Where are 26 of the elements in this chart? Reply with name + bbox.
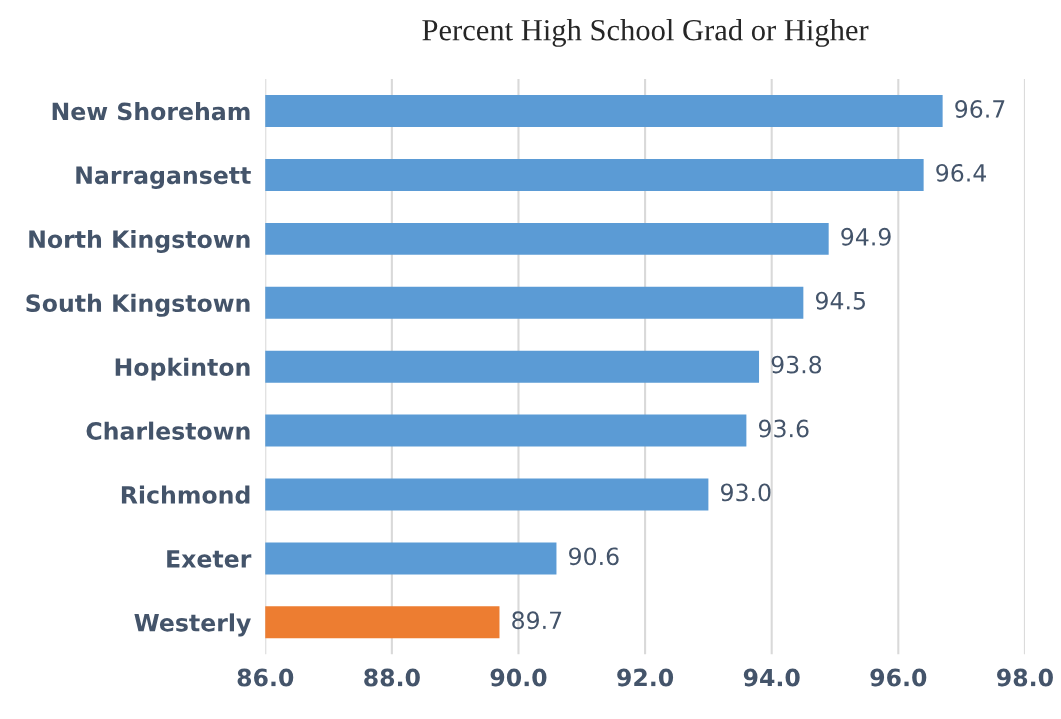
data-label: 89.7 [512, 611, 562, 630]
data-label: 90.6 [569, 547, 619, 566]
y-tick-label: Narragansett [76, 166, 251, 189]
x-tick-label: 94.0 [743, 668, 800, 687]
y-tick-label: Westerly [134, 613, 251, 637]
y-tick-label: Richmond [121, 485, 250, 504]
x-tick-label: 90.0 [490, 668, 547, 687]
y-tick-label: North Kingstown [29, 229, 250, 253]
data-label: 94.9 [841, 227, 891, 246]
x-tick-label: 96.0 [870, 668, 927, 687]
x-tick-label: 92.0 [617, 668, 674, 687]
y-tick-label: Charlestown [86, 421, 250, 440]
y-tick-label: South Kingstown [26, 293, 250, 317]
chart-title: Percent High School Grad or Higher [422, 19, 869, 47]
x-tick-label: 86.0 [237, 668, 294, 687]
x-tick-label: 88.0 [364, 668, 420, 687]
y-tick-label: New Shoreham [52, 102, 250, 121]
data-label: 93.6 [758, 419, 809, 438]
y-tick-label: Hopkinton [115, 357, 250, 381]
data-label: 94.5 [815, 291, 865, 310]
data-label: 96.4 [936, 163, 986, 182]
x-tick-label: 98.0 [997, 668, 1053, 687]
data-label: 96.7 [955, 100, 1005, 118]
data-label: 93.0 [720, 483, 771, 502]
y-tick-label: Exeter [167, 550, 252, 568]
data-label: 93.8 [771, 355, 822, 374]
